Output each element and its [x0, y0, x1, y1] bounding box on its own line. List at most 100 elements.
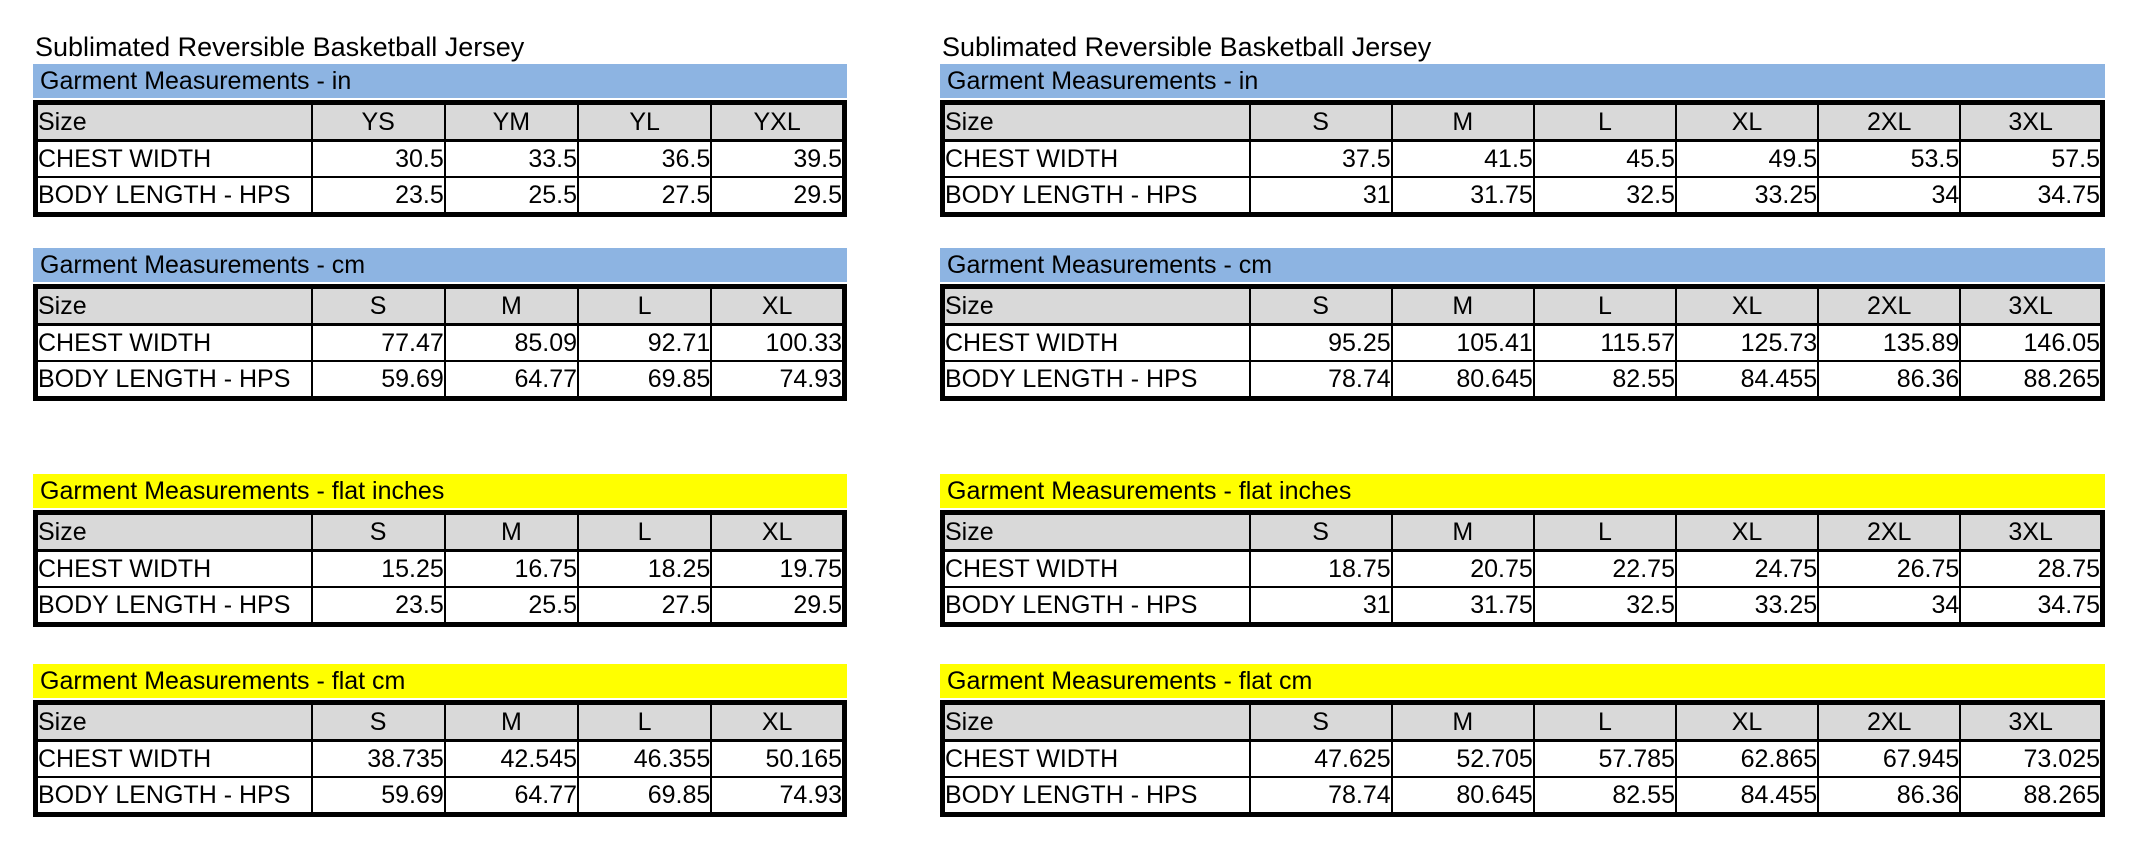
- measurement-value: 34.75: [1959, 176, 2104, 216]
- measurement-value: 95.25: [1248, 323, 1393, 362]
- measurement-value: 38.735: [310, 739, 446, 778]
- measurement-row: BODY LENGTH - HPS 59.69 64.77 69.85 74.93: [34, 776, 846, 816]
- measurement-value: 49.5: [1674, 139, 1820, 178]
- measurement-value: 39.5: [710, 139, 846, 178]
- measurement-label: CHEST WIDTH: [941, 323, 1251, 362]
- measurement-value: 32.5: [1532, 176, 1677, 216]
- measurement-value: 53.5: [1817, 139, 1962, 178]
- header-row: Size S M L XL 2XL 3XL: [941, 101, 2104, 142]
- size-column-header: 3XL: [1959, 101, 2104, 142]
- measurements-table-flat-cm: Size S M L XL CHEST WIDTH 38.735 42.545 46.355 50…: [33, 700, 847, 817]
- measurement-value: 69.85: [576, 776, 713, 816]
- measurement-value: 34.75: [1959, 586, 2104, 626]
- table-caption-band: Garment Measurements - flat inches: [940, 474, 2105, 508]
- measurement-value: 18.75: [1248, 549, 1393, 588]
- size-column-header: XL: [1674, 285, 1820, 326]
- table-block-flat-inches: Garment Measurements - flat inches Size S…: [940, 474, 2105, 627]
- measurement-value: 67.945: [1817, 739, 1962, 778]
- measurement-value: 29.5: [710, 176, 846, 216]
- table-caption-band: Garment Measurements - in: [33, 64, 847, 98]
- measurement-value: 31: [1248, 586, 1393, 626]
- measurement-value: 37.5: [1248, 139, 1393, 178]
- measurement-value: 41.5: [1390, 139, 1535, 178]
- measurement-value: 30.5: [310, 139, 446, 178]
- table-caption-band: Garment Measurements - flat cm: [940, 664, 2105, 698]
- table-block-flat-cm: Garment Measurements - flat cm Size S M L XL…: [33, 664, 847, 817]
- measurement-value: 46.355: [576, 739, 713, 778]
- measurement-value: 27.5: [576, 176, 713, 216]
- measurement-value: 85.09: [443, 323, 580, 362]
- measurement-value: 33.25: [1674, 586, 1820, 626]
- measurement-value: 34: [1817, 176, 1962, 216]
- table-block-flat-cm: Garment Measurements - flat cm Size S M L XL…: [940, 664, 2105, 817]
- measurement-row: BODY LENGTH - HPS 59.69 64.77 69.85 74.93: [34, 360, 846, 400]
- measurement-value: 84.455: [1674, 360, 1820, 400]
- measurement-value: 19.75: [710, 549, 846, 588]
- size-column-header: S: [1248, 285, 1393, 326]
- size-header-cell: Size: [34, 511, 313, 552]
- measurement-value: 45.5: [1532, 139, 1677, 178]
- measurement-value: 74.93: [710, 360, 846, 400]
- measurement-value: 92.71: [576, 323, 713, 362]
- measurement-value: 80.645: [1390, 776, 1535, 816]
- size-column-header: L: [576, 701, 713, 742]
- size-column-header: YS: [310, 101, 446, 142]
- measurement-label: CHEST WIDTH: [34, 323, 313, 362]
- measurement-value: 135.89: [1817, 323, 1962, 362]
- size-header-cell: Size: [941, 101, 1251, 142]
- measurement-value: 64.77: [443, 776, 580, 816]
- measurement-value: 82.55: [1532, 360, 1677, 400]
- measurement-value: 59.69: [310, 360, 446, 400]
- measurement-label: BODY LENGTH - HPS: [941, 586, 1251, 626]
- size-column-header: S: [1248, 511, 1393, 552]
- size-header-cell: Size: [34, 285, 313, 326]
- table-block-in: Garment Measurements - in Size YS YM YL YXL C…: [33, 64, 847, 217]
- measurement-value: 78.74: [1248, 360, 1393, 400]
- measurement-value: 47.625: [1248, 739, 1393, 778]
- table-block-cm: Garment Measurements - cm Size S M L XL 2XL 3X…: [940, 248, 2105, 401]
- measurement-label: CHEST WIDTH: [941, 139, 1251, 178]
- size-column-header: L: [1532, 101, 1677, 142]
- table-block-in: Garment Measurements - in Size S M L XL 2XL 3X…: [940, 64, 2105, 217]
- measurements-table-flat-cm: Size S M L XL 2XL 3XL CHEST WIDTH 47.625 52.705 57…: [940, 700, 2105, 817]
- size-column-header: XL: [1674, 701, 1820, 742]
- size-column-header: 2XL: [1817, 701, 1962, 742]
- size-column-header: M: [1390, 511, 1535, 552]
- size-header-cell: Size: [941, 701, 1251, 742]
- size-column-header: L: [1532, 701, 1677, 742]
- measurement-value: 86.36: [1817, 360, 1962, 400]
- measurements-table-flat-inches: Size S M L XL CHEST WIDTH 15.25 16.75 18.25 19.75…: [33, 510, 847, 627]
- size-column-header: M: [1390, 701, 1535, 742]
- measurement-value: 25.5: [443, 176, 580, 216]
- measurement-row: CHEST WIDTH 95.25 105.41 115.57 125.73 135.89…: [941, 323, 2104, 362]
- size-column-header: YXL: [710, 101, 846, 142]
- measurement-row: CHEST WIDTH 37.5 41.5 45.5 49.5 53.5 57.5: [941, 139, 2104, 178]
- header-row: Size S M L XL 2XL 3XL: [941, 511, 2104, 552]
- measurement-row: BODY LENGTH - HPS 31 31.75 32.5 33.25 34 34.75: [941, 176, 2104, 216]
- measurement-label: CHEST WIDTH: [34, 549, 313, 588]
- measurement-value: 88.265: [1959, 360, 2104, 400]
- measurement-value: 80.645: [1390, 360, 1535, 400]
- measurement-row: CHEST WIDTH 77.47 85.09 92.71 100.33: [34, 323, 846, 362]
- measurement-value: 73.025: [1959, 739, 2104, 778]
- size-column-header: 2XL: [1817, 511, 1962, 552]
- measurement-value: 31: [1248, 176, 1393, 216]
- size-column-header: 3XL: [1959, 285, 2104, 326]
- table-caption-band: Garment Measurements - flat inches: [33, 474, 847, 508]
- measurement-value: 29.5: [710, 586, 846, 626]
- measurement-value: 15.25: [310, 549, 446, 588]
- size-column-header: M: [443, 701, 580, 742]
- measurement-value: 23.5: [310, 586, 446, 626]
- measurement-value: 62.865: [1674, 739, 1820, 778]
- measurement-value: 64.77: [443, 360, 580, 400]
- measurement-value: 125.73: [1674, 323, 1820, 362]
- measurement-label: BODY LENGTH - HPS: [941, 176, 1251, 216]
- measurement-value: 146.05: [1959, 323, 2104, 362]
- measurement-value: 77.47: [310, 323, 446, 362]
- measurement-value: 16.75: [443, 549, 580, 588]
- size-column-header: XL: [710, 701, 846, 742]
- measurement-row: CHEST WIDTH 30.5 33.5 36.5 39.5: [34, 139, 846, 178]
- header-row: Size S M L XL: [34, 285, 846, 326]
- measurement-value: 23.5: [310, 176, 446, 216]
- size-column-header: XL: [1674, 511, 1820, 552]
